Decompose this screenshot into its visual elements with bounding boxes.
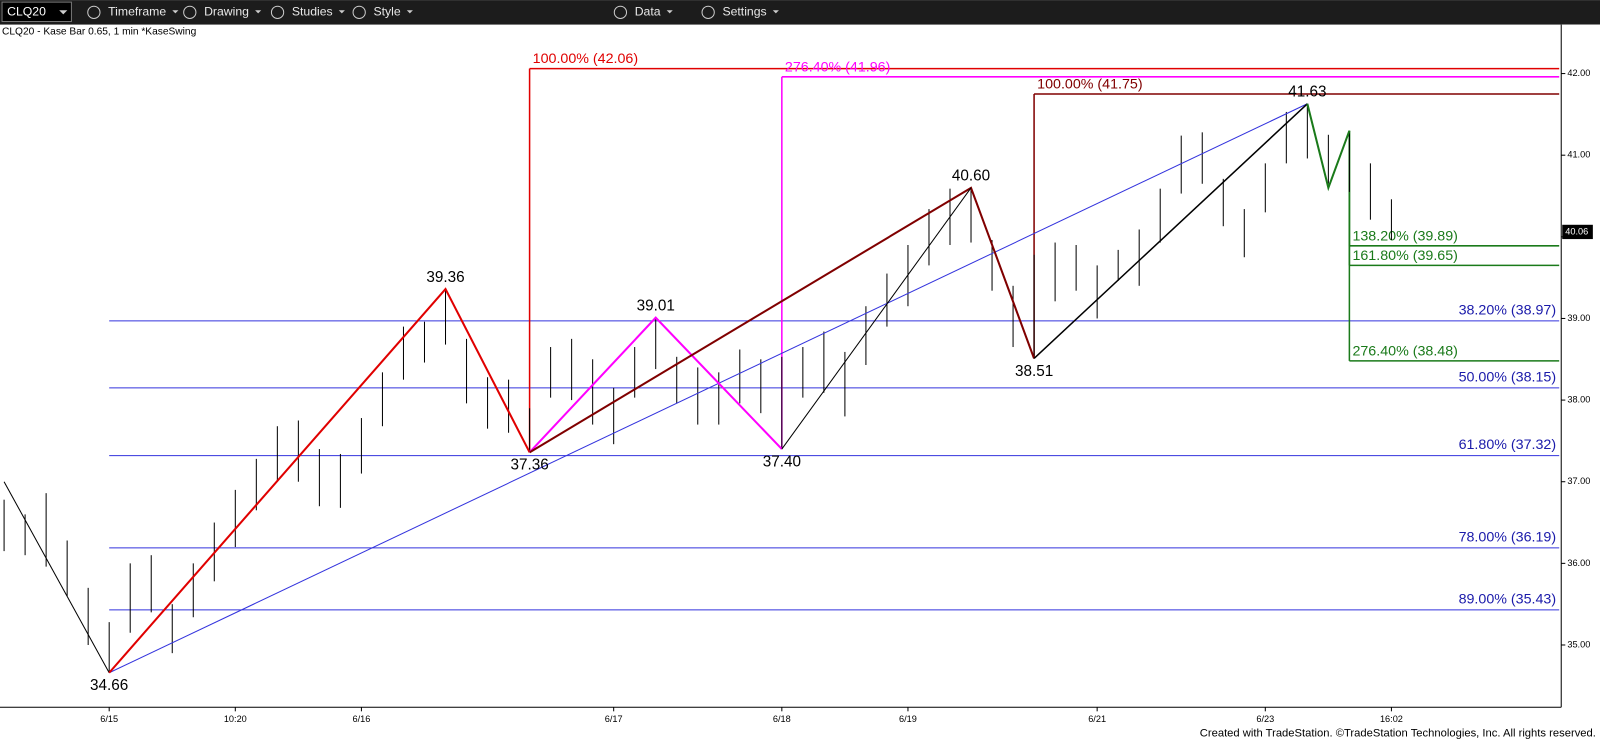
tool-button[interactable]: Style (373, 5, 400, 19)
swing-label: 39.36 (426, 269, 464, 286)
tool-button[interactable]: Studies (292, 5, 333, 19)
dropdown-icon (172, 10, 179, 14)
swing-label: 37.40 (763, 453, 801, 470)
x-tick-label: 6/21 (1088, 714, 1106, 724)
dropdown-icon (255, 10, 262, 14)
retracement-label: 78.00% (36.19) (1459, 529, 1557, 545)
last-price-label: 40.06 (1565, 226, 1588, 236)
tool-icon (352, 5, 366, 19)
y-tick-label: 41.00 (1567, 150, 1590, 160)
tool-icon (613, 5, 628, 19)
dropdown-icon (666, 10, 673, 14)
projection-label: 276.40% (38.48) (1352, 343, 1457, 359)
tool-icon (701, 5, 715, 19)
y-tick-label: 37.00 (1567, 476, 1590, 486)
swing-line (108, 103, 1308, 674)
tool-icon (270, 5, 285, 19)
swing-label: 38.51 (1015, 363, 1053, 380)
retracement-label: 89.00% (35.43) (1459, 591, 1557, 607)
retracement-label: 38.20% (38.97) (1459, 302, 1557, 318)
chart-label: CLQ20 - Kase Bar 0.65, 1 min *KaseSwing (2, 26, 197, 37)
swing-line (1306, 103, 1351, 192)
tool-button[interactable]: Settings (722, 5, 766, 19)
x-tick-label: 6/23 (1256, 714, 1274, 724)
y-tick-label: 35.00 (1567, 639, 1590, 649)
projection-label: 100.00% (42.06) (533, 51, 638, 67)
x-tick-label: 6/17 (605, 714, 623, 724)
dropdown-icon (338, 10, 345, 14)
projection-label: 100.00% (41.75) (1037, 77, 1142, 93)
toolbar (0, 0, 1600, 25)
y-tick-label: 42.00 (1567, 68, 1590, 78)
swing-line (1033, 103, 1308, 360)
dropdown-icon (406, 10, 413, 14)
symbol: CLQ20 (7, 5, 46, 19)
swing-label: 39.01 (637, 297, 675, 314)
retracement-label: 61.80% (37.32) (1459, 437, 1557, 453)
dropdown-icon (772, 10, 779, 14)
dropdown-icon (59, 10, 68, 15)
swing-line (3, 481, 110, 673)
x-tick-label: 6/15 (100, 714, 118, 724)
last-price-box (1562, 224, 1593, 240)
y-tick-label: 39.00 (1567, 313, 1590, 323)
swing-line (108, 287, 531, 674)
footer: Created with TradeStation. ©TradeStation… (1200, 728, 1596, 740)
x-tick-label: 6/18 (773, 714, 791, 724)
x-tick-label: 10:20 (224, 714, 247, 724)
x-tick-label: 6/16 (352, 714, 370, 724)
x-tick-label: 16:02 (1380, 714, 1403, 724)
swing-line (528, 316, 783, 454)
tool-icon (87, 5, 101, 19)
projection-label: 138.20% (39.89) (1352, 228, 1457, 244)
projection-label: 161.80% (39.65) (1352, 248, 1457, 264)
retracement-label: 50.00% (38.15) (1459, 369, 1557, 385)
y-tick-label: 36.00 (1567, 558, 1590, 568)
y-tick-label: 38.00 (1567, 395, 1590, 405)
tool-button[interactable]: Drawing (204, 5, 249, 19)
x-tick-label: 6/19 (899, 714, 917, 724)
projection-label: 276.40% (41.96) (785, 59, 890, 75)
symbol-box[interactable] (1, 1, 72, 23)
swing-label: 40.60 (952, 168, 990, 185)
tool-button[interactable]: Data (635, 5, 661, 19)
swing-line (781, 187, 972, 450)
price-axis (1561, 24, 1600, 709)
swing-label: 37.36 (510, 457, 548, 474)
tool-icon (183, 5, 197, 19)
swing-label: 41.63 (1288, 84, 1326, 101)
tool-button[interactable]: Timeframe (108, 5, 166, 19)
swing-label: 34.66 (90, 677, 128, 694)
